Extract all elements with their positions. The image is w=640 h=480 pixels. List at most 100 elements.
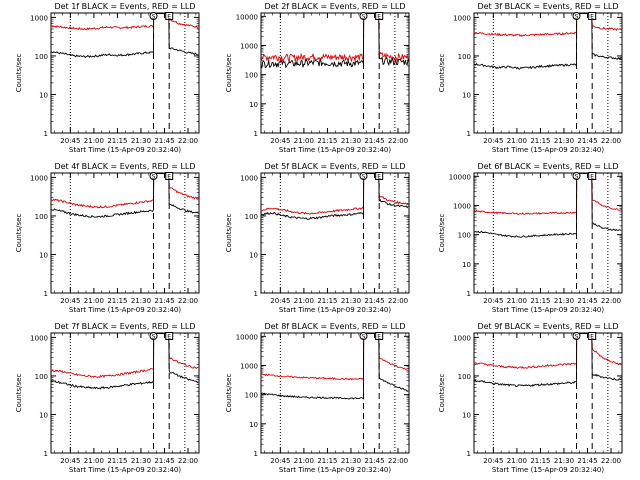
chart-title: Det 3f BLACK = Events, RED = LLD	[477, 2, 618, 11]
start-marker: S	[359, 332, 368, 341]
start-marker: S	[149, 12, 158, 21]
y-tick-label: 1	[254, 450, 258, 458]
x-tick-label: 22:00	[601, 137, 621, 145]
lld-series-line	[473, 172, 622, 215]
chart-panel: Det 8f BLACK = Events, RED = LLD 1 10 100 10…	[225, 322, 410, 474]
end-marker: E	[165, 172, 174, 181]
chart-panel: Det 3f BLACK = Events, RED = LLD 1 10 100 10…	[438, 2, 623, 154]
y-tick-label: 10	[249, 251, 258, 259]
start-marker-circle	[149, 332, 158, 340]
y-axis-label: Counts/sec	[225, 214, 233, 253]
y-tick-label: 1	[467, 450, 471, 458]
y-tick-label: 1000	[30, 334, 48, 342]
x-tick-label: 21:15	[107, 297, 127, 305]
x-tick-label: 21:45	[577, 457, 597, 465]
events-series-line	[260, 173, 409, 221]
y-tick-label: 10	[39, 251, 48, 259]
x-axis-label: Start Time (15-Apr-09 20:32:40)	[492, 306, 604, 314]
x-tick-label: 21:45	[364, 137, 384, 145]
end-marker-label: E	[590, 174, 594, 181]
x-tick-label: 21:15	[317, 137, 337, 145]
y-tick-label: 1	[44, 450, 48, 458]
end-marker-box	[375, 172, 384, 180]
end-marker: E	[375, 172, 384, 181]
chart-title: Det 1f BLACK = Events, RED = LLD	[54, 2, 195, 11]
end-marker-label: E	[590, 14, 594, 21]
y-tick-label: 10	[462, 411, 471, 419]
x-tick-label: 21:45	[577, 137, 597, 145]
end-marker: E	[588, 172, 597, 181]
chart-title: Det 8f BLACK = Events, RED = LLD	[264, 322, 405, 331]
x-tick-label: 21:00	[507, 457, 527, 465]
y-axis-label: Counts/sec	[15, 214, 23, 253]
events-series-line	[473, 13, 622, 70]
x-tick-label: 21:30	[131, 457, 151, 465]
events-series-line	[473, 172, 622, 238]
x-tick-label: 21:15	[530, 297, 550, 305]
chart-panel: Det 9f BLACK = Events, RED = LLD 1 10 100 10…	[438, 322, 623, 474]
x-tick-label: 22:00	[601, 457, 621, 465]
x-tick-label: 20:45	[483, 297, 503, 305]
start-marker-label: S	[362, 334, 366, 341]
chart-title: Det 6f BLACK = Events, RED = LLD	[477, 162, 618, 171]
x-tick-label: 21:30	[341, 457, 361, 465]
x-tick-label: 21:30	[341, 137, 361, 145]
end-marker-label: E	[167, 174, 171, 181]
y-axis-label: Counts/sec	[225, 374, 233, 413]
start-marker-circle	[359, 12, 368, 20]
y-tick-label: 100	[35, 213, 48, 221]
start-marker-circle	[149, 12, 158, 20]
x-tick-label: 21:30	[131, 137, 151, 145]
x-tick-label: 21:15	[317, 457, 337, 465]
x-tick-label: 21:15	[317, 297, 337, 305]
start-marker-circle	[572, 332, 581, 340]
y-tick-label: 10	[39, 91, 48, 99]
plot-frame	[473, 332, 623, 454]
x-tick-label: 21:30	[554, 137, 574, 145]
events-series-line	[51, 173, 199, 218]
x-axis-label: Start Time (15-Apr-09 20:32:40)	[69, 306, 181, 314]
end-marker-label: E	[590, 334, 594, 341]
y-tick-label: 1000	[30, 14, 48, 22]
start-marker-label: S	[152, 174, 156, 181]
end-marker-box	[375, 12, 384, 20]
end-marker-box	[588, 172, 597, 180]
events-series-line	[473, 333, 622, 387]
x-tick-label: 21:00	[507, 297, 527, 305]
x-axis-label: Start Time (15-Apr-09 20:32:40)	[492, 146, 604, 154]
x-tick-label: 21:00	[84, 137, 104, 145]
y-tick-label: 1	[254, 130, 258, 138]
x-axis-label: Start Time (15-Apr-09 20:32:40)	[279, 306, 391, 314]
plot-frame	[260, 172, 410, 294]
chart-title: Det 5f BLACK = Events, RED = LLD	[264, 162, 405, 171]
y-axis-label: Counts/sec	[438, 374, 446, 413]
y-tick-label: 10000	[449, 173, 471, 181]
x-tick-label: 20:45	[60, 137, 80, 145]
x-tick-label: 21:30	[131, 297, 151, 305]
y-tick-label: 1	[467, 130, 471, 138]
x-tick-label: 21:00	[294, 137, 314, 145]
x-tick-label: 21:00	[84, 297, 104, 305]
x-tick-label: 21:45	[154, 457, 174, 465]
start-marker: S	[359, 172, 368, 181]
x-tick-label: 21:15	[107, 137, 127, 145]
end-marker-label: E	[377, 334, 381, 341]
y-axis-label: Counts/sec	[15, 54, 23, 93]
y-tick-label: 10000	[236, 333, 258, 341]
lld-series-line	[50, 173, 199, 209]
chart-title: Det 2f BLACK = Events, RED = LLD	[264, 2, 405, 11]
x-axis-label: Start Time (15-Apr-09 20:32:40)	[69, 146, 181, 154]
chart-panel: Det 2f BLACK = Events, RED = LLD 1 10 100 10…	[225, 2, 410, 154]
y-tick-label: 1	[254, 290, 258, 298]
x-axis-label: Start Time (15-Apr-09 20:32:40)	[279, 146, 391, 154]
y-tick-label: 100	[245, 72, 258, 80]
y-tick-label: 100	[245, 213, 258, 221]
start-marker: S	[359, 12, 368, 21]
lld-series-line	[473, 333, 622, 369]
end-marker-box	[588, 332, 597, 340]
start-marker-circle	[572, 12, 581, 20]
y-tick-label: 10000	[236, 13, 258, 21]
x-tick-label: 20:45	[483, 457, 503, 465]
x-tick-label: 21:30	[554, 457, 574, 465]
start-marker-circle	[149, 172, 158, 180]
